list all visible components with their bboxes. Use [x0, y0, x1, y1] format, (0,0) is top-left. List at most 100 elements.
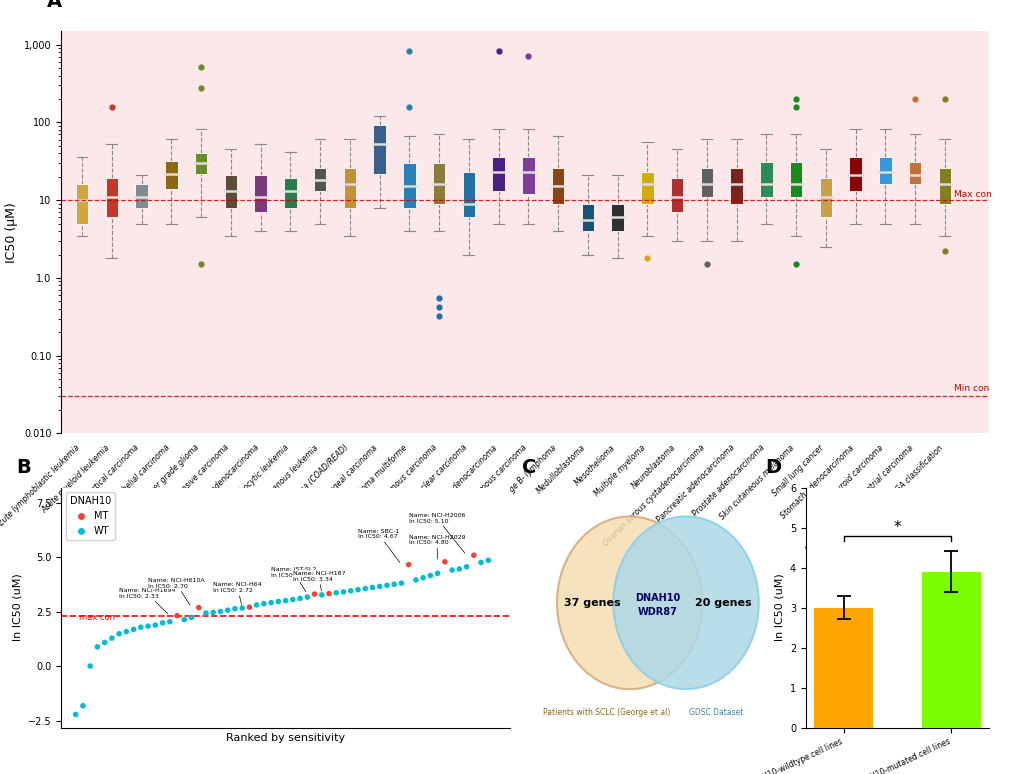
- Text: Name: NCI-H1694
ln IC50: 2.33: Name: NCI-H1694 ln IC50: 2.33: [119, 588, 175, 614]
- Text: Name: NCI-H2029
ln IC50: 4.80: Name: NCI-H2029 ln IC50: 4.80: [409, 535, 465, 559]
- Point: [342, 584, 359, 597]
- FancyBboxPatch shape: [224, 175, 236, 207]
- FancyBboxPatch shape: [700, 168, 712, 197]
- FancyBboxPatch shape: [343, 168, 356, 207]
- Point: [147, 619, 163, 632]
- Point: [226, 602, 243, 615]
- FancyBboxPatch shape: [165, 161, 177, 189]
- Point: [74, 700, 91, 712]
- Point: [161, 615, 177, 628]
- FancyBboxPatch shape: [551, 168, 564, 204]
- Point: [443, 564, 460, 577]
- Bar: [813, 608, 872, 728]
- Point: [67, 708, 84, 721]
- Point: [256, 598, 272, 610]
- Text: Min con: Min con: [953, 384, 988, 393]
- Point: [466, 549, 482, 561]
- Y-axis label: ln IC50 (uM): ln IC50 (uM): [12, 574, 22, 642]
- Point: [205, 606, 221, 618]
- Point: [140, 620, 156, 632]
- Bar: [921, 571, 980, 728]
- Point: [270, 595, 286, 608]
- Point: [313, 589, 329, 601]
- FancyBboxPatch shape: [789, 162, 802, 197]
- Text: Name: NCI-H64
ln IC50: 2.72: Name: NCI-H64 ln IC50: 2.72: [213, 582, 262, 604]
- Text: Name: NCI-H2006
ln IC50: 5.10: Name: NCI-H2006 ln IC50: 5.10: [409, 512, 465, 553]
- Point: [89, 641, 105, 653]
- Ellipse shape: [612, 516, 758, 689]
- FancyBboxPatch shape: [403, 163, 415, 207]
- Point: [378, 579, 394, 591]
- Point: [176, 613, 193, 625]
- Point: [415, 571, 431, 584]
- FancyBboxPatch shape: [314, 168, 326, 191]
- Point: [458, 560, 474, 573]
- FancyBboxPatch shape: [581, 204, 593, 231]
- Point: [82, 660, 98, 673]
- Point: [154, 617, 170, 629]
- Text: Name: IST-SL2
ln IC50: 3.32: Name: IST-SL2 ln IC50: 3.32: [271, 567, 316, 591]
- Text: GDSC Dataset: GDSC Dataset: [689, 708, 743, 717]
- Point: [335, 586, 352, 598]
- FancyBboxPatch shape: [462, 172, 475, 217]
- FancyBboxPatch shape: [254, 175, 267, 212]
- Text: B: B: [16, 458, 31, 478]
- X-axis label: Ranked by sensitivity: Ranked by sensitivity: [226, 733, 344, 743]
- FancyBboxPatch shape: [283, 179, 297, 207]
- FancyBboxPatch shape: [373, 125, 385, 173]
- Point: [284, 594, 301, 606]
- FancyBboxPatch shape: [492, 157, 504, 191]
- Text: Name: SBC-1
ln IC50: 4.67: Name: SBC-1 ln IC50: 4.67: [358, 529, 399, 563]
- FancyBboxPatch shape: [75, 184, 89, 224]
- FancyBboxPatch shape: [878, 157, 891, 184]
- FancyBboxPatch shape: [908, 162, 920, 184]
- FancyBboxPatch shape: [818, 179, 832, 217]
- FancyBboxPatch shape: [640, 172, 653, 204]
- Point: [111, 628, 127, 640]
- Point: [321, 587, 337, 600]
- FancyBboxPatch shape: [610, 204, 624, 231]
- Point: [385, 578, 401, 591]
- FancyBboxPatch shape: [937, 168, 950, 204]
- Point: [480, 554, 496, 567]
- Point: [364, 581, 380, 594]
- FancyBboxPatch shape: [849, 157, 861, 191]
- Point: [291, 592, 308, 604]
- Point: [132, 621, 149, 633]
- Point: [436, 556, 452, 568]
- FancyBboxPatch shape: [522, 157, 534, 194]
- Text: D: D: [764, 458, 781, 478]
- Text: A: A: [47, 0, 62, 11]
- Point: [371, 580, 387, 593]
- Point: [473, 557, 489, 569]
- FancyBboxPatch shape: [671, 179, 683, 212]
- FancyBboxPatch shape: [432, 163, 445, 204]
- Text: DNAH10: DNAH10: [635, 593, 680, 603]
- FancyBboxPatch shape: [759, 162, 771, 197]
- Text: max con: max con: [79, 613, 115, 622]
- Point: [299, 591, 315, 603]
- Bar: [61, 200, 988, 396]
- Text: 37 genes: 37 genes: [564, 598, 620, 608]
- Point: [400, 558, 417, 570]
- FancyBboxPatch shape: [730, 168, 742, 204]
- Point: [212, 605, 228, 618]
- Text: 20 genes: 20 genes: [695, 598, 751, 608]
- Text: *: *: [893, 520, 901, 535]
- Point: [191, 601, 207, 614]
- Text: Patients with SCLC (George et al): Patients with SCLC (George et al): [542, 708, 669, 717]
- Point: [198, 607, 214, 619]
- Point: [169, 609, 185, 622]
- FancyBboxPatch shape: [195, 153, 207, 173]
- Text: Max con: Max con: [953, 190, 990, 198]
- FancyBboxPatch shape: [136, 184, 148, 207]
- Point: [104, 632, 120, 644]
- Point: [233, 602, 250, 615]
- Point: [97, 636, 113, 649]
- Point: [328, 587, 344, 599]
- Ellipse shape: [556, 516, 702, 689]
- Text: C: C: [522, 458, 536, 478]
- Point: [306, 588, 322, 601]
- Point: [249, 599, 265, 611]
- Text: WDR87: WDR87: [637, 608, 678, 618]
